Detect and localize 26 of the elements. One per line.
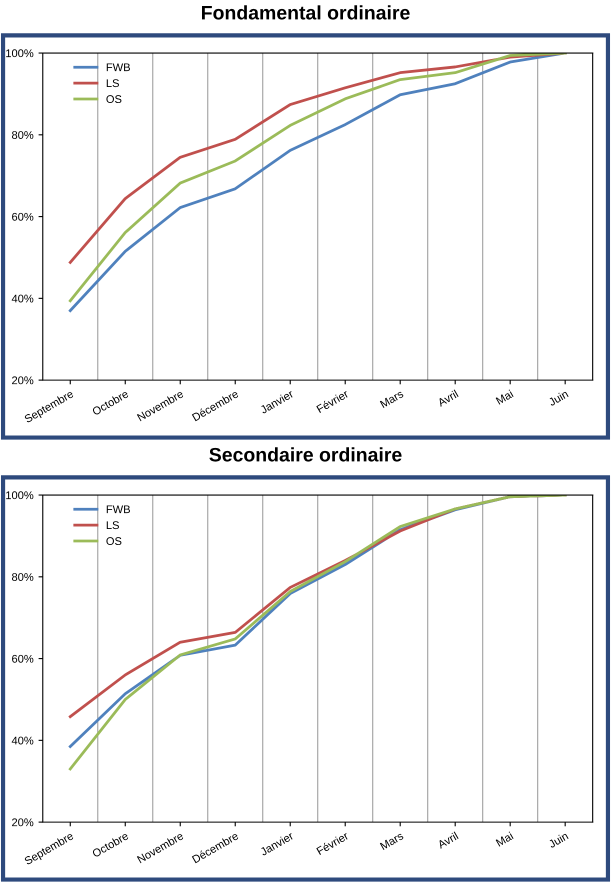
y-tick-label: 20% [12,376,34,384]
legend-label: FWB [106,505,130,514]
x-tick-label: Mai [495,390,514,405]
y-tick-label: 20% [12,818,34,826]
chart-title: Fondamental ordinaire [202,5,410,20]
y-tick-label: 100% [6,49,34,58]
y-tick-label: 80% [12,573,34,581]
y-tick-label: 60% [12,654,34,663]
x-tick-label: Avril [436,832,459,849]
legend-label: OS [106,537,122,546]
y-tick-label: 60% [12,212,34,221]
x-tick-label: Mars [380,390,404,408]
legend-label: OS [106,95,122,104]
y-tick-label: 80% [12,131,34,139]
chart-title: Secondaire ordinaire [209,447,402,462]
x-tick-label: Mai [495,832,514,847]
y-tick-label: 40% [12,736,34,744]
y-tick-label: 100% [6,491,34,500]
legend-label: LS [106,79,119,88]
x-tick-label: Mars [380,832,404,850]
x-tick-label: Juin [548,390,569,406]
legend-label: FWB [106,63,130,72]
y-tick-label: 40% [12,294,34,302]
x-tick-label: Avril [436,390,459,407]
x-tick-label: Juin [548,832,569,848]
legend-label: LS [106,521,119,530]
